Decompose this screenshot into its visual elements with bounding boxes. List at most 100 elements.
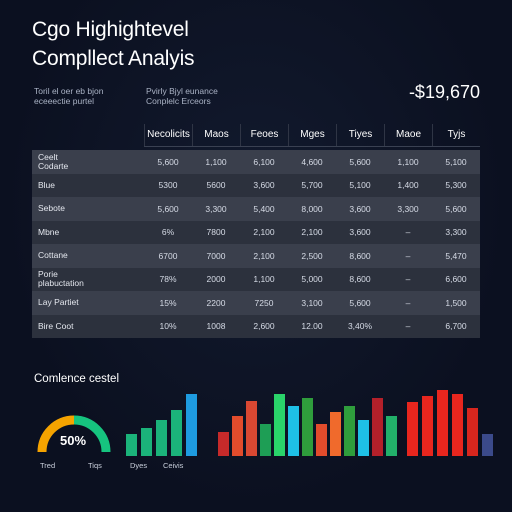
chart-bar xyxy=(218,432,229,456)
table-cell: 5,470 xyxy=(445,250,467,261)
row-label: Bire Coot xyxy=(32,320,144,331)
table-cell: 2,100 xyxy=(253,227,275,238)
table-cell: 5,100 xyxy=(349,180,371,191)
table-cell: 1,400 xyxy=(397,180,419,191)
donut-label-right: Tiqs xyxy=(88,461,102,470)
chart-bar xyxy=(274,394,285,456)
table-cell: 6,100 xyxy=(253,156,275,167)
column-header[interactable]: Feoes xyxy=(240,124,288,146)
table-cell: 1,500 xyxy=(445,297,467,308)
table-cell: 78% xyxy=(159,274,177,285)
row-label-line: Ceelt xyxy=(38,151,58,162)
table-cell: 2,100 xyxy=(301,227,323,238)
table-cell: 15% xyxy=(159,297,177,308)
chart-bar xyxy=(344,406,355,456)
table-cell: 1,100 xyxy=(253,274,275,285)
row-label-line: plabuctation xyxy=(38,278,84,289)
bars-label-left: Dyes xyxy=(130,461,148,470)
table-cell: 6,600 xyxy=(445,274,467,285)
table-cell: 10% xyxy=(159,321,177,332)
subtitle-right: Pvirly Bjyl eunance Conplelc Erceors xyxy=(146,86,218,106)
row-label: Lay Partiet xyxy=(32,298,144,307)
column-header[interactable]: Maos xyxy=(192,124,240,146)
column-header[interactable]: Maoe xyxy=(384,124,432,146)
row-label: Sebote xyxy=(32,204,144,213)
chart-bar xyxy=(171,410,182,456)
chart-bar xyxy=(232,416,243,456)
table-row[interactable]: Sebote 5,600 3,300 5,400 8,000 3,600 3,300 5,60… xyxy=(32,197,480,221)
row-label: Cottane xyxy=(32,251,144,260)
row-label: Blue xyxy=(32,179,144,190)
table-cell: 12.00 xyxy=(301,321,323,332)
chart-bar xyxy=(358,420,369,456)
row-label: Porie plabuctation xyxy=(32,270,144,288)
table-cell: 7000 xyxy=(206,250,226,261)
row-label-line: Blue xyxy=(38,179,56,190)
chart-bar xyxy=(467,408,478,456)
subtitle-left-line1: Toril el oer eb bjon xyxy=(34,86,104,96)
column-header[interactable]: Tyjs xyxy=(432,124,480,146)
subtitle-right-line2: Conplelc Erceors xyxy=(146,96,211,106)
table-cell: 5,600 xyxy=(349,297,371,308)
donut-slice xyxy=(37,415,75,453)
table-cell: 5,600 xyxy=(157,156,179,167)
table-cell: 8,600 xyxy=(349,274,371,285)
table-cell: 8,600 xyxy=(349,250,371,261)
chart-bar xyxy=(260,424,271,456)
bar-chart-multicolor xyxy=(218,394,397,456)
table-cell: 2,100 xyxy=(253,250,275,261)
table-header: Necolicits Maos Feoes Mges Tiyes Maoe Ty… xyxy=(144,124,480,147)
table-cell: 3,600 xyxy=(349,203,371,214)
row-label-line: Codarte xyxy=(38,160,69,171)
table-cell: 3,300 xyxy=(397,203,419,214)
donut-label-left: Tred xyxy=(40,461,56,470)
row-label-line: Bire Coot xyxy=(38,320,74,331)
chart-bar xyxy=(452,394,463,456)
table-cell: 3,40% xyxy=(347,321,373,332)
table-cell: 3,600 xyxy=(349,227,371,238)
table-cell: 5,300 xyxy=(445,180,467,191)
total-amount: -$19,670 xyxy=(408,82,480,102)
column-header[interactable]: Necolicits xyxy=(144,124,192,146)
chart-bar xyxy=(126,434,137,456)
table-row[interactable]: Porie plabuctation 78% 2000 1,100 5,000 8,600 –… xyxy=(32,267,480,291)
table-cell: 2000 xyxy=(206,274,226,285)
table-cell: 3,600 xyxy=(253,180,275,191)
row-label-line: Mbne xyxy=(38,226,60,237)
section-title: Comlence cestel xyxy=(34,373,120,385)
chart-bar xyxy=(156,420,167,456)
table-cell: 5,000 xyxy=(301,274,323,285)
column-header[interactable]: Tiyes xyxy=(336,124,384,146)
table-cell: 5,600 xyxy=(157,203,179,214)
table-cell: 6700 xyxy=(158,250,178,261)
row-label-line: Lay Partiet xyxy=(38,297,79,308)
table-cell: 6,700 xyxy=(445,321,467,332)
column-header[interactable]: Mges xyxy=(288,124,336,146)
donut-chart xyxy=(37,415,111,453)
page-title-line2: Compllect Analyis xyxy=(32,47,195,70)
table-cell: 8,000 xyxy=(301,203,323,214)
table-cell: 1,100 xyxy=(205,156,227,167)
table-cell: 5,600 xyxy=(445,203,467,214)
table-cell: 3,100 xyxy=(301,297,323,308)
table-cell: 5,400 xyxy=(253,203,275,214)
table-row[interactable]: Bire Coot 10% 1008 2,600 12.00 3,40% – 6,700 xyxy=(32,314,480,338)
chart-bar xyxy=(372,398,383,456)
table-cell: – xyxy=(405,227,411,238)
table-row[interactable]: Cottane 6700 7000 2,100 2,500 8,600 – 5,470 xyxy=(32,244,480,268)
chart-bar xyxy=(186,394,197,456)
chart-bar xyxy=(422,396,433,456)
table-row[interactable]: Lay Partiet 15% 2200 7250 3,100 5,600 – 1,500 xyxy=(32,291,480,315)
row-label-line: Porie xyxy=(38,269,58,280)
row-label-line: Sebote xyxy=(38,203,65,214)
table-cell: 3,300 xyxy=(205,203,227,214)
table-cell: 5600 xyxy=(206,180,226,191)
table-row[interactable]: Mbne 6% 7800 2,100 2,100 3,600 – 3,300 xyxy=(32,220,480,244)
table-cell: – xyxy=(405,321,411,332)
table-row[interactable]: Blue 5300 5600 3,600 5,700 5,100 1,400 5,300 xyxy=(32,173,480,197)
table-row[interactable]: Ceelt Codarte 5,600 1,100 6,100 4,600 5,600 1,1… xyxy=(32,150,480,174)
table-cell: – xyxy=(405,274,411,285)
chart-bar xyxy=(330,412,341,456)
chart-bar xyxy=(288,406,299,456)
table-cell: 7800 xyxy=(206,227,226,238)
